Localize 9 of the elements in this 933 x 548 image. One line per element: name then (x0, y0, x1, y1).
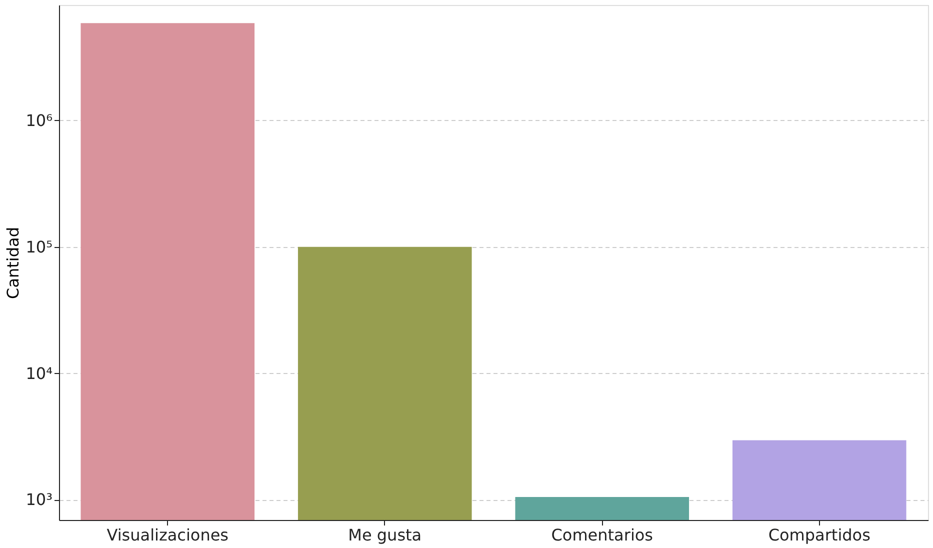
y-axis-title: Cantidad (4, 227, 23, 299)
x-tick-label: Me gusta (348, 526, 422, 544)
y-tick-label: 10⁶ (26, 110, 52, 130)
x-tick-label: Visualizaciones (106, 526, 229, 544)
x-tick-label: Compartidos (768, 526, 870, 544)
y-tick-label: 10⁵ (26, 237, 52, 256)
y-tick-label: 10⁴ (26, 364, 52, 383)
y-tick-label: 10³ (26, 490, 52, 510)
x-tick-label: Comentarios (551, 526, 654, 544)
